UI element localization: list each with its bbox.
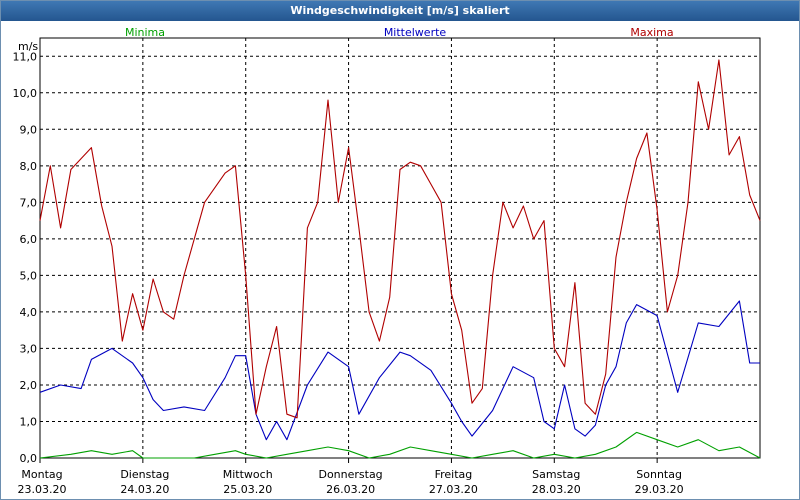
y-tick-label: 2,0: [20, 379, 38, 392]
series-line-mittelwerte: [39, 300, 760, 441]
x-tick-day: Mittwoch: [223, 468, 273, 481]
x-tick-day: Sonntag: [636, 468, 682, 481]
x-tick-date: 29.03.20: [635, 483, 684, 496]
y-tick-label: 0,0: [20, 452, 38, 465]
series-lines: [39, 59, 761, 459]
y-tick-label: 10,0: [13, 87, 38, 100]
x-tick-day: Freitag: [435, 468, 473, 481]
grid-lines: [39, 38, 760, 463]
legend-entry-minima: Minima: [125, 26, 165, 39]
y-tick-label: 5,0: [20, 269, 38, 282]
x-tick-day: Dienstag: [120, 468, 169, 481]
y-tick-labels: 0,0 1,0 2,0 3,0 4,0 5,0 6,0 7,0 8,0 9,0 10,0 11,0: [13, 50, 38, 465]
plot-area: [39, 37, 761, 459]
x-tick-date: 26.03.20: [326, 483, 375, 496]
x-tick-day: Donnerstag: [318, 468, 382, 481]
x-tick-date: 28.03.20: [532, 483, 581, 496]
series-line-maxima: [39, 59, 761, 419]
series-line-minima: [39, 431, 761, 459]
legend-entry-mittelwerte: Mittelwerte: [384, 26, 447, 39]
x-tick-date: 25.03.20: [223, 483, 272, 496]
y-tick-label: 7,0: [20, 196, 38, 209]
x-tick-day: Samstag: [532, 468, 580, 481]
legend: Minima Mittelwerte Maxima: [125, 26, 674, 39]
y-tick-label: 8,0: [20, 160, 38, 173]
window-title: Windgeschwindigkeit [m/s] skaliert: [1, 1, 799, 21]
x-tick-date: 24.03.20: [120, 483, 169, 496]
y-tick-label: 3,0: [20, 342, 38, 355]
y-tick-label: 1,0: [20, 415, 38, 428]
x-tick-day: Montag: [21, 468, 62, 481]
y-tick-label: 9,0: [20, 123, 38, 136]
y-tick-label: 11,0: [13, 50, 38, 63]
y-tick-label: 4,0: [20, 306, 38, 319]
x-tick-labels: Montag 23.03.20 Dienstag 24.03.20 Mittwoch 25…: [18, 468, 684, 496]
legend-entry-maxima: Maxima: [630, 26, 673, 39]
y-axis-label: m/s: [18, 40, 38, 53]
x-tick-date: 23.03.20: [18, 483, 67, 496]
y-tick-label: 6,0: [20, 233, 38, 246]
x-tick-date: 27.03.20: [429, 483, 478, 496]
